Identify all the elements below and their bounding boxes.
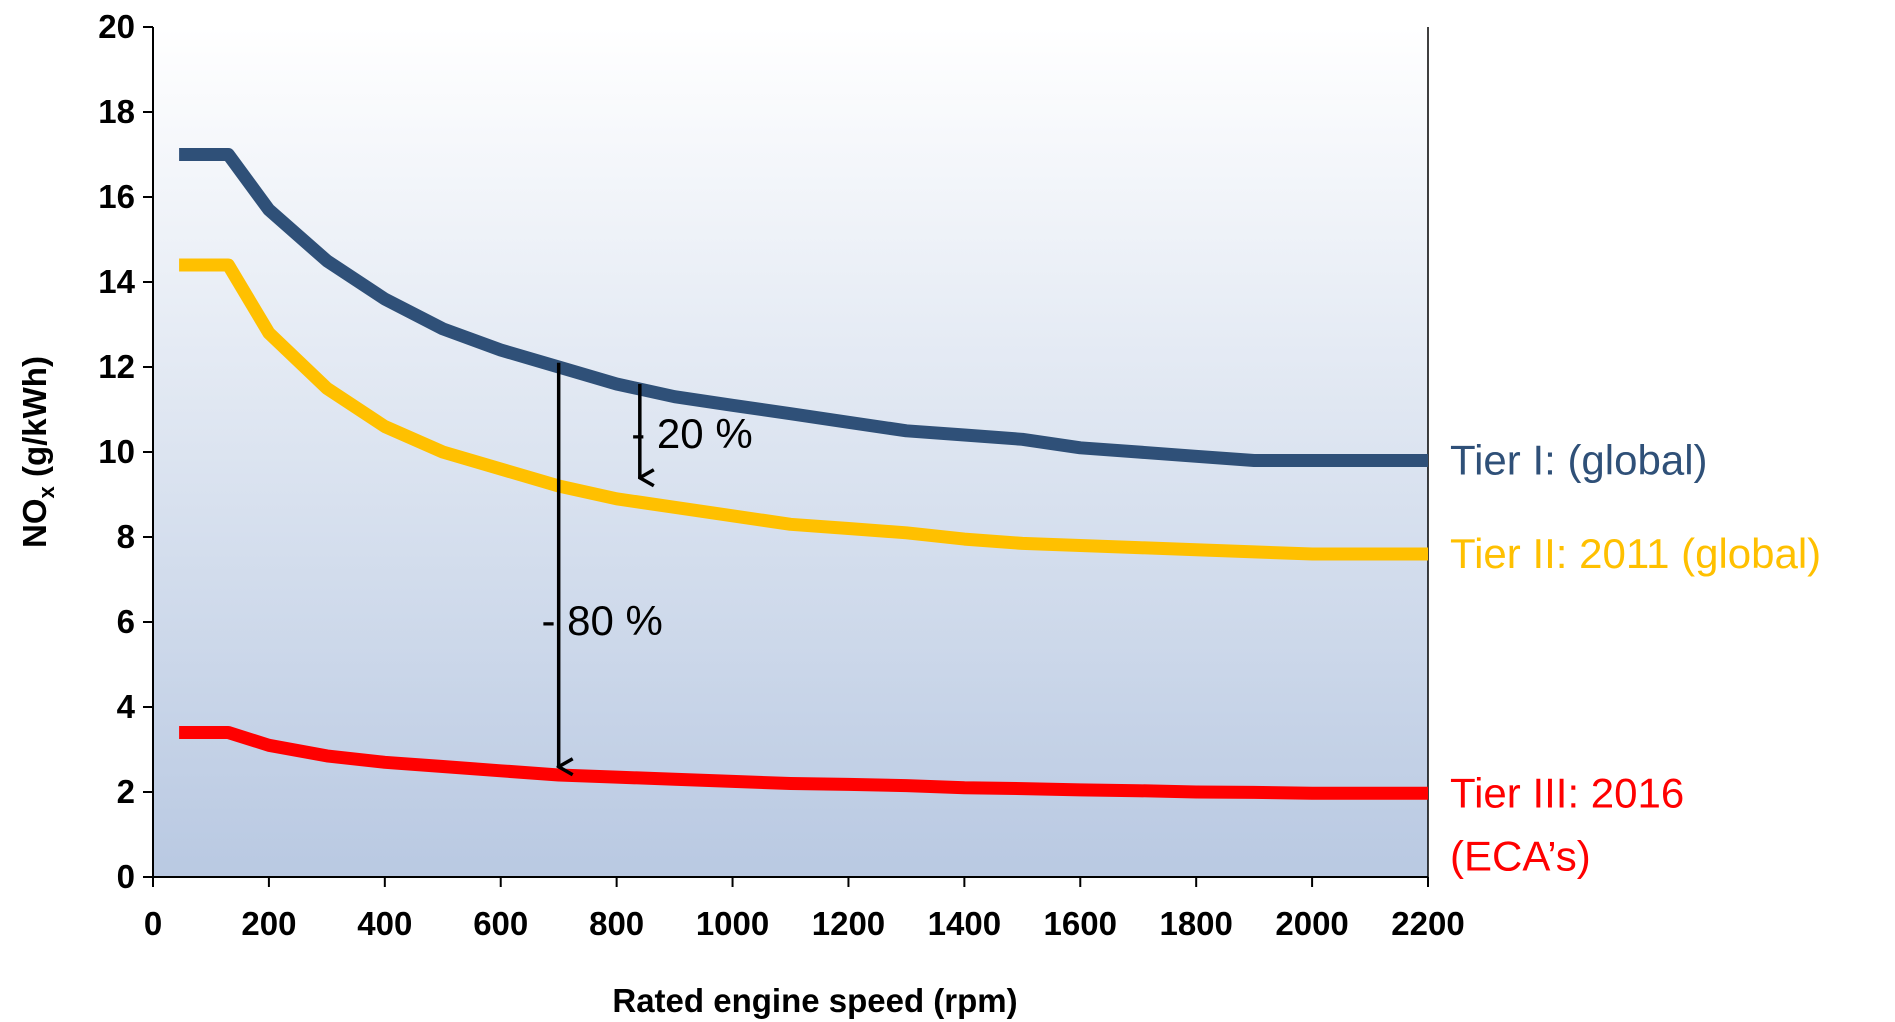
y-axis-title-main: NO [16, 498, 53, 548]
x-tick-label: 1400 [928, 905, 1001, 942]
tier3-line [179, 726, 1428, 800]
x-tick-label: 2000 [1275, 905, 1348, 942]
tier1-line [179, 148, 1428, 467]
x-tick-label: 0 [144, 905, 162, 942]
x-tick-label: 2200 [1391, 905, 1464, 942]
y-tick-label: 16 [98, 178, 135, 215]
x-tick-label: 1200 [812, 905, 885, 942]
annotation-layer: - 20 % - 80 % [541, 362, 753, 767]
y-tick-label: 8 [117, 518, 135, 555]
x-tick-label: 800 [589, 905, 644, 942]
reduction-20-label: - 20 % [631, 410, 752, 457]
tier2-label: Tier II: 2011 (global) [1450, 530, 1821, 577]
y-tick-label: 18 [98, 93, 135, 130]
y-axis-title-subscript: x [34, 485, 59, 498]
y-tick-label: 14 [98, 263, 135, 300]
x-tick-label: 200 [241, 905, 296, 942]
y-tick-label: 0 [117, 858, 135, 895]
y-tick-label: 4 [117, 688, 136, 725]
x-tick-label: 1600 [1044, 905, 1117, 942]
x-tick-label: 1800 [1159, 905, 1232, 942]
tier1-label: Tier I: (global) [1450, 437, 1708, 484]
plot-area [153, 27, 1428, 877]
reduction-80-label: - 80 % [541, 597, 662, 644]
y-tick-label: 12 [98, 348, 135, 385]
y-tick-label: 6 [117, 603, 135, 640]
x-tick-label: 400 [357, 905, 412, 942]
tier3-label: (ECA’s) [1450, 832, 1591, 879]
y-tick-label: 2 [117, 773, 135, 810]
x-axis-title: Rated engine speed (rpm) [612, 982, 1017, 1019]
y-axis-title: NOx (g/kWh) [16, 356, 59, 548]
tier2-line [179, 258, 1428, 561]
x-tick-label: 600 [473, 905, 528, 942]
x-tick-label: 1000 [696, 905, 769, 942]
y-tick-label: 10 [98, 433, 135, 470]
y-axis-title-unit: (g/kWh) [16, 356, 53, 486]
series-layer: Tier I: (global) Tier II: 2011 (global) Ti… [179, 148, 1821, 879]
y-tick-label: 20 [98, 8, 135, 45]
tier3-label: Tier III: 2016 [1450, 769, 1684, 816]
